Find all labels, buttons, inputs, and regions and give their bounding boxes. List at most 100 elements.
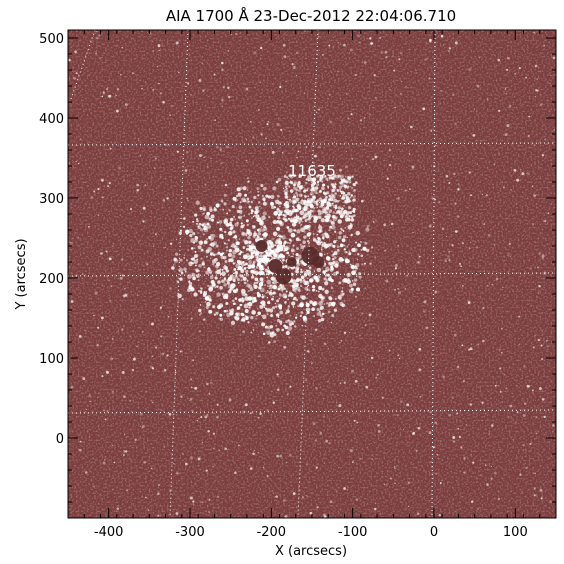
network-bright-point [543, 415, 546, 419]
network-bright-point [104, 269, 106, 271]
network-bright-point [482, 306, 485, 310]
plage-bright-point [192, 232, 196, 236]
plage-bright-point [245, 219, 249, 223]
plage-bright-point [347, 218, 349, 220]
network-bright-point [121, 274, 125, 277]
plage-bright-point [346, 246, 349, 248]
network-bright-point [405, 85, 407, 87]
network-bright-point [345, 93, 348, 95]
network-bright-point [476, 163, 478, 165]
network-bright-point [406, 403, 410, 407]
plage-bright-point [283, 249, 286, 253]
plage-bright-point [300, 270, 303, 274]
plage-bright-point [370, 246, 374, 249]
plage-bright-point [319, 314, 323, 318]
plage-bright-point [197, 273, 200, 276]
network-bright-point [361, 312, 364, 315]
plage-bright-point [339, 210, 342, 213]
plage-bright-point [328, 179, 330, 181]
network-bright-point [539, 488, 543, 492]
plage-bright-point [312, 187, 315, 190]
plage-bright-point [335, 192, 337, 194]
plage-bright-point [343, 184, 348, 188]
plage-bright-point [234, 297, 238, 300]
plage-bright-point [258, 270, 263, 275]
plage-bright-point [299, 302, 304, 308]
plage-bright-point [285, 179, 287, 181]
network-bright-point [550, 75, 552, 76]
network-bright-point [329, 500, 333, 504]
network-bright-point [136, 188, 140, 192]
network-bright-point [446, 236, 447, 237]
network-bright-point [128, 507, 130, 509]
plage-bright-point [285, 320, 288, 324]
network-bright-point [319, 431, 323, 435]
plage-bright-point [223, 220, 229, 225]
network-bright-point [212, 447, 215, 450]
network-bright-point [202, 89, 205, 92]
network-bright-point [392, 55, 394, 57]
plage-bright-point [330, 224, 336, 230]
plage-bright-point [210, 214, 215, 219]
plage-bright-point [321, 243, 325, 247]
plage-bright-point [352, 282, 357, 287]
active-region-label: 11635 [288, 162, 336, 180]
network-bright-point [408, 153, 411, 155]
plage-bright-point [276, 328, 280, 332]
plage-bright-point [284, 180, 289, 185]
network-bright-point [147, 509, 150, 512]
network-bright-point [360, 199, 364, 203]
plage-bright-point [336, 239, 338, 242]
plage-bright-point [269, 333, 272, 335]
network-bright-point [202, 156, 204, 158]
network-bright-point [189, 93, 193, 97]
plage-bright-point [313, 189, 318, 193]
network-bright-point [216, 403, 219, 406]
plage-bright-point [235, 263, 241, 269]
network-bright-point [312, 422, 316, 426]
network-bright-point [85, 411, 87, 413]
plage-bright-point [202, 318, 206, 321]
network-bright-point [305, 379, 308, 382]
network-bright-point [349, 332, 351, 333]
plage-bright-point [300, 285, 302, 287]
plage-bright-point [339, 185, 343, 189]
plage-bright-point [346, 199, 351, 203]
plage-bright-point [283, 175, 287, 178]
network-bright-point [119, 276, 123, 280]
network-bright-point [385, 55, 388, 59]
plage-bright-point [249, 245, 254, 250]
plage-bright-point [296, 286, 301, 291]
plage-bright-point [219, 268, 222, 271]
plage-bright-point [226, 312, 231, 318]
network-bright-point [531, 185, 534, 187]
plage-bright-point [262, 303, 266, 307]
network-bright-point [282, 43, 286, 47]
plage-bright-point [223, 193, 227, 197]
plage-bright-point [208, 309, 213, 314]
network-bright-point [360, 119, 363, 122]
plage-bright-point [315, 191, 318, 195]
network-bright-point [116, 507, 120, 510]
plage-bright-point [195, 268, 199, 272]
network-bright-point [469, 347, 473, 351]
network-bright-point [339, 168, 342, 172]
network-bright-point [534, 472, 536, 475]
plage-bright-point [313, 236, 315, 239]
plage-bright-point [251, 303, 253, 305]
network-bright-point [541, 256, 545, 260]
plage-bright-point [318, 201, 321, 204]
plage-bright-point [283, 214, 287, 218]
plage-bright-point [303, 273, 308, 277]
network-bright-point [118, 166, 121, 170]
network-bright-point [435, 144, 437, 147]
plage-bright-point [261, 295, 265, 299]
network-bright-point [422, 107, 426, 111]
plage-bright-point [354, 295, 358, 298]
network-bright-point [494, 471, 497, 475]
network-bright-point [99, 57, 102, 60]
network-bright-point [521, 491, 523, 493]
network-bright-point [329, 120, 333, 124]
plage-bright-point [292, 218, 296, 222]
plage-bright-point [293, 320, 296, 323]
